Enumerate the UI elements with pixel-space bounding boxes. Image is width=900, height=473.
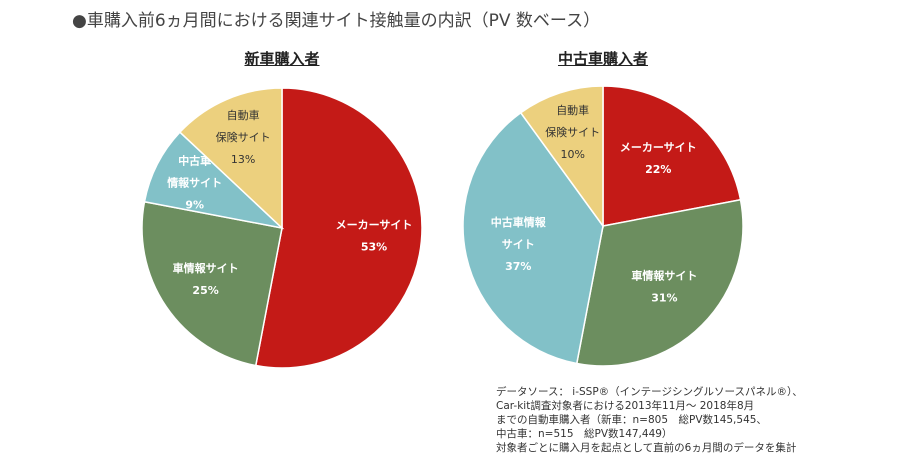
slice-label-insurance: 保険サイト xyxy=(545,125,600,139)
source-note-line: 対象者ごとに購入月を起点として直前の6ヵ月間のデータを集計 xyxy=(496,442,797,454)
pie-slice-info xyxy=(141,200,283,367)
pie-slice-used-info xyxy=(462,111,604,365)
slice-label-used-info: 中古車 xyxy=(178,154,211,168)
pie-slice-maker xyxy=(254,87,423,369)
data-label-used-info: 37% xyxy=(505,260,531,273)
slice-label-info: 車情報サイト xyxy=(173,261,239,275)
source-note-line: データソース： i-SSP®（インテージシングルソースパネル®）、 xyxy=(496,386,803,398)
data-label-insurance: 13% xyxy=(231,153,255,166)
source-note-line: 中古車：n=515 総PV数147,449） xyxy=(496,428,673,440)
slice-label-maker: メーカーサイト xyxy=(620,141,697,154)
pie-slice-maker xyxy=(602,85,742,227)
pie-slice-used-info xyxy=(143,131,285,230)
slice-label-used-info: 情報サイト xyxy=(167,176,222,190)
pie-slice-info xyxy=(575,198,744,367)
main-title: ●車購入前6ヵ月間における関連サイト接触量の内訳（PV 数ベース） xyxy=(72,11,601,31)
source-note-line: までの自動車購入者（新車：n=805 総PV数145,545、 xyxy=(496,414,767,426)
chart-title-new-car: 新車購入者 xyxy=(244,50,320,68)
data-label-info: 31% xyxy=(651,291,677,304)
data-label-info: 25% xyxy=(192,284,218,297)
slice-label-insurance: 自動車 xyxy=(227,108,260,122)
source-note: データソース： i-SSP®（インテージシングルソースパネル®）、 Car-ki… xyxy=(496,385,803,455)
data-label-insurance: 10% xyxy=(560,148,584,161)
data-label-maker: 22% xyxy=(645,163,671,176)
slice-label-info: 車情報サイト xyxy=(631,268,697,282)
chart-title-used-car: 中古車購入者 xyxy=(557,50,649,68)
data-label-used-info: 9% xyxy=(185,199,204,212)
slice-label-maker: メーカーサイト xyxy=(336,219,413,232)
pie-slice-insurance xyxy=(519,85,604,229)
pie-slice-insurance xyxy=(178,87,283,230)
slice-label-insurance: 自動車 xyxy=(556,103,589,117)
slice-label-used-info: サイト xyxy=(502,238,535,251)
slice-label-insurance: 保険サイト xyxy=(216,130,271,144)
data-label-maker: 53% xyxy=(361,241,387,254)
slice-label-used-info: 中古車情報 xyxy=(491,215,547,229)
source-note-line: Car-kit調査対象者における2013年11月～ 2018年8月 xyxy=(496,400,755,412)
